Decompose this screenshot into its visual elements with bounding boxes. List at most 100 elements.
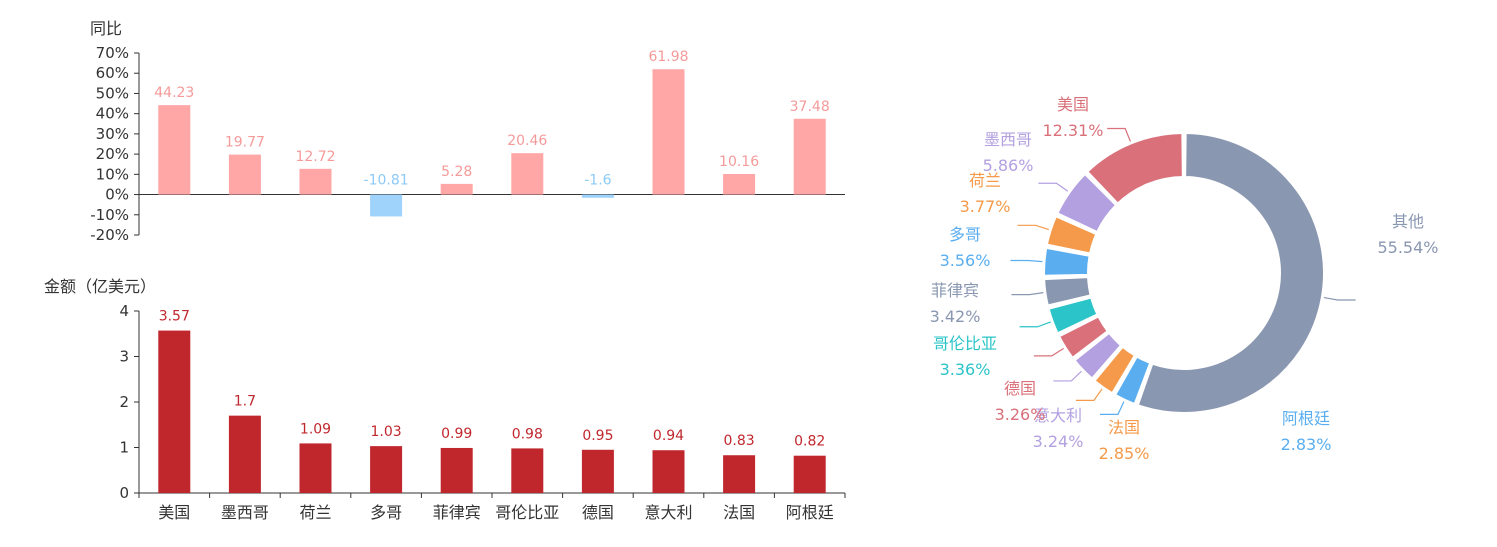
amount-data-label: 0.95	[582, 428, 613, 444]
donut-slice-percent: 2.83%	[1281, 435, 1332, 454]
amount-data-label: 0.94	[653, 428, 684, 444]
amount-bar	[440, 447, 473, 493]
donut-slice	[1043, 276, 1092, 307]
donut-slice-percent: 12.31%	[1042, 121, 1103, 140]
yoy-y-tick-label: 50%	[96, 84, 129, 102]
donut-slice-percent: 3.56%	[940, 251, 991, 270]
yoy-bar	[299, 168, 332, 195]
yoy-data-label: -10.81	[364, 173, 409, 189]
amount-data-label: 0.98	[512, 426, 543, 442]
donut-slice-percent: 2.85%	[1099, 444, 1150, 463]
donut-leader-line	[1010, 259, 1043, 263]
category-label: 哥伦比亚	[495, 503, 559, 522]
category-label: 墨西哥	[221, 503, 269, 522]
donut-slice	[1043, 246, 1091, 277]
yoy-data-label: 44.23	[154, 85, 194, 101]
yoy-bar	[228, 154, 261, 195]
donut-slice-percent: 3.77%	[960, 197, 1011, 216]
yoy-bar	[440, 183, 473, 195]
donut-slice-name: 法国	[1108, 418, 1140, 437]
donut-slice-percent: 5.86%	[983, 156, 1034, 175]
amount-data-label: 1.09	[300, 421, 331, 437]
donut-leader-line	[1075, 388, 1103, 401]
donut-slice	[1057, 315, 1109, 360]
donut-slice	[1093, 345, 1137, 395]
donut-slice-name: 墨西哥	[984, 130, 1032, 149]
donut-leader-line	[1107, 127, 1131, 142]
yoy-bar	[370, 194, 403, 217]
amount-y-tick-label: 3	[119, 348, 129, 366]
donut-slice-name: 荷兰	[969, 171, 1001, 190]
yoy-data-label: 19.77	[225, 135, 265, 151]
amount-y-tick-label: 1	[119, 439, 129, 457]
amount-data-label: 0.99	[441, 426, 472, 442]
yoy-data-label: 12.72	[295, 149, 335, 165]
donut-slice-name: 菲律宾	[931, 281, 979, 300]
yoy-bar	[511, 153, 544, 195]
amount-data-label: 1.03	[371, 424, 402, 440]
donut-slice-percent: 55.54%	[1377, 238, 1438, 257]
yoy-bar-chart: 同比 70% 60% 50% 40% 30% 20% 10% 0% -10% -20% 44.23…	[90, 19, 845, 244]
amount-bar	[652, 450, 685, 493]
yoy-y-tick-label: 40%	[96, 105, 129, 123]
donut-slice	[1047, 296, 1099, 335]
donut-slice	[1085, 131, 1184, 205]
amount-bar-chart: 金额（亿美元） 4 3 2 1 0 3.57 1.7 1.09 1.03 0.99 0.98 0.9…	[44, 277, 846, 522]
yoy-bar	[723, 174, 756, 195]
yoy-data-label: -1.6	[584, 173, 611, 189]
category-label: 意大利	[644, 503, 692, 522]
amount-y-axis-title: 金额（亿美元）	[44, 277, 156, 296]
donut-slice-name: 德国	[1004, 379, 1036, 398]
category-label: 多哥	[370, 503, 402, 522]
yoy-y-tick-label: 70%	[96, 44, 129, 62]
donut-slice-percent: 3.24%	[1033, 432, 1084, 451]
donut-slice-name: 美国	[1057, 95, 1089, 114]
yoy-data-label: 5.28	[441, 164, 472, 180]
yoy-data-label: 20.46	[507, 133, 547, 149]
amount-bar	[723, 455, 756, 493]
yoy-bar	[652, 69, 685, 195]
donut-slice-percent: 3.42%	[930, 307, 981, 326]
yoy-y-tick-label: -10%	[90, 206, 129, 224]
donut-slice-name: 其他	[1392, 212, 1424, 231]
category-label: 菲律宾	[433, 503, 481, 522]
yoy-y-axis-title: 同比	[90, 19, 122, 38]
category-label: 阿根廷	[786, 503, 834, 522]
category-label: 德国	[582, 503, 614, 522]
category-label: 美国	[158, 503, 190, 522]
yoy-y-tick-label: 30%	[96, 125, 129, 143]
amount-y-tick-label: 0	[119, 484, 129, 502]
donut-leader-line	[1033, 347, 1064, 357]
amount-bar	[299, 443, 332, 493]
donut-slice	[1045, 214, 1098, 255]
yoy-bar	[793, 118, 826, 195]
amount-data-label: 0.82	[794, 434, 825, 450]
donut-slice	[1136, 131, 1325, 414]
amount-bar	[370, 446, 403, 493]
yoy-y-tick-label: 0%	[105, 186, 129, 204]
donut-slice-name: 多哥	[949, 225, 981, 244]
amount-bar	[793, 455, 826, 493]
donut-slice	[1056, 172, 1118, 234]
amount-y-tick-label: 2	[119, 393, 129, 411]
category-label: 荷兰	[299, 503, 331, 522]
yoy-data-label: 37.48	[790, 99, 830, 115]
amount-data-label: 0.83	[724, 433, 755, 449]
yoy-data-label: 61.98	[648, 49, 688, 65]
share-donut-chart: 其他 55.54% 阿根廷 2.83% 法国 2.85% 意大利 3.24% 德国 3.26% 哥伦…	[930, 95, 1439, 463]
donut-leader-line	[1323, 296, 1356, 301]
donut-slice	[1073, 331, 1123, 380]
amount-bar	[228, 415, 261, 493]
amount-bar	[511, 448, 544, 493]
donut-leader-line	[1053, 370, 1082, 382]
donut-leader-line	[1011, 292, 1044, 296]
yoy-y-tick-label: 10%	[96, 165, 129, 183]
yoy-data-label: 10.16	[719, 154, 759, 170]
amount-bar	[158, 330, 191, 493]
category-label: 法国	[723, 503, 755, 522]
donut-leader-line	[1019, 321, 1051, 328]
donut-slice-name: 意大利	[1034, 406, 1082, 425]
donut-slice	[1113, 355, 1152, 406]
yoy-y-tick-label: 20%	[96, 145, 129, 163]
